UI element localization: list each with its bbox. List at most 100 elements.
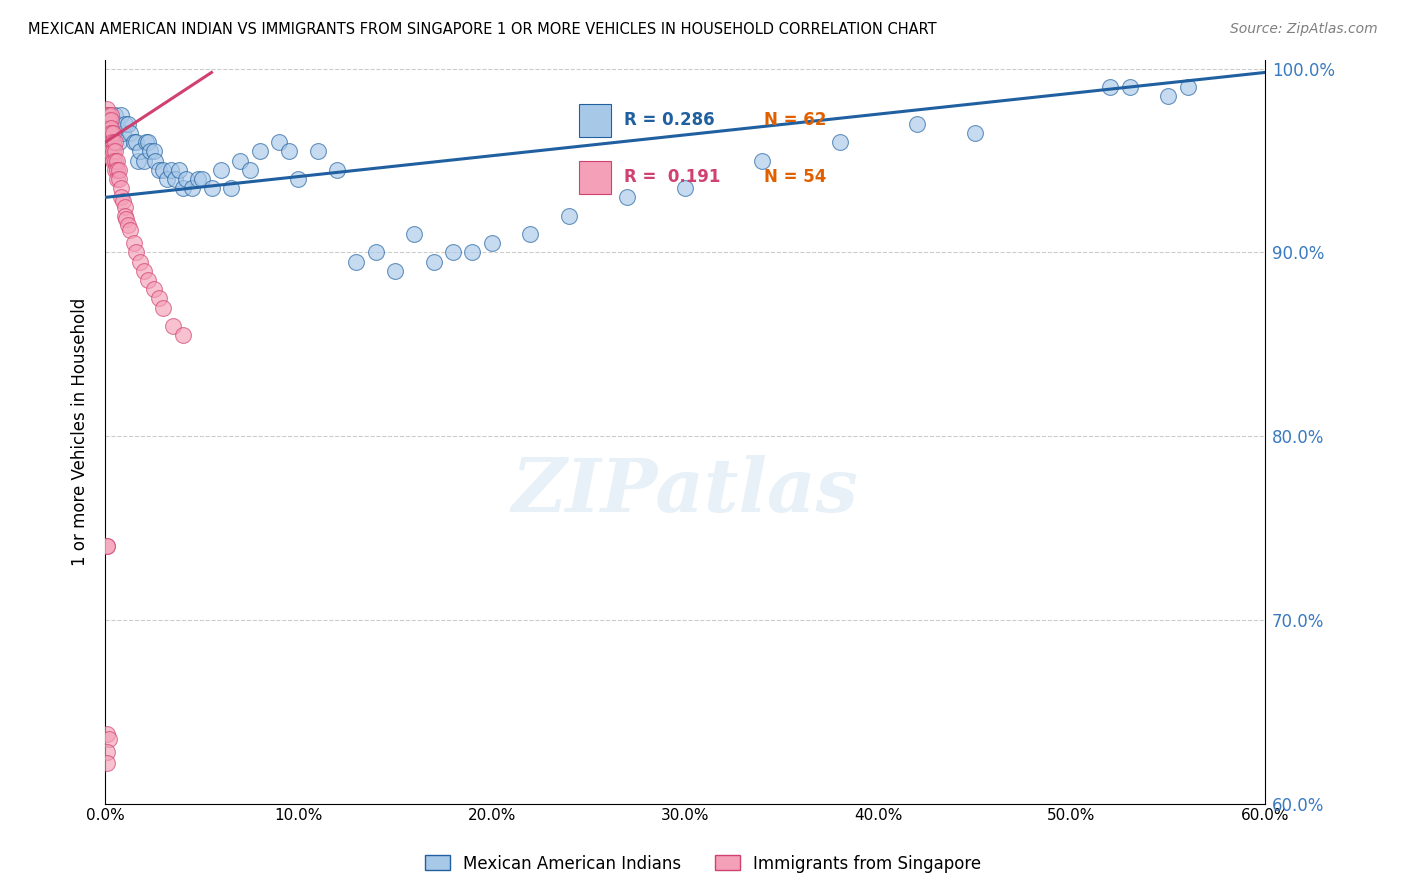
Point bbox=[239, 162, 262, 177]
Point bbox=[963, 126, 986, 140]
Point bbox=[96, 540, 118, 554]
Point bbox=[191, 172, 214, 186]
Text: Source: ZipAtlas.com: Source: ZipAtlas.com bbox=[1230, 22, 1378, 37]
Point bbox=[616, 190, 638, 204]
Point bbox=[136, 135, 159, 149]
Point bbox=[104, 135, 127, 149]
Point bbox=[104, 162, 127, 177]
Point bbox=[96, 102, 118, 116]
Point bbox=[156, 172, 179, 186]
Point bbox=[96, 120, 118, 135]
Point bbox=[96, 540, 118, 554]
Point bbox=[152, 301, 174, 315]
Point bbox=[114, 209, 136, 223]
Point bbox=[129, 254, 152, 268]
Point bbox=[673, 181, 696, 195]
Point bbox=[98, 120, 121, 135]
Point bbox=[1177, 80, 1199, 95]
Point bbox=[125, 245, 148, 260]
Point bbox=[100, 145, 122, 159]
Point bbox=[98, 732, 121, 747]
Point bbox=[104, 153, 127, 168]
Point bbox=[167, 162, 190, 177]
Point bbox=[127, 153, 149, 168]
Point bbox=[905, 117, 928, 131]
Point bbox=[114, 200, 136, 214]
Point bbox=[307, 145, 329, 159]
Point bbox=[111, 194, 134, 208]
Point bbox=[110, 108, 132, 122]
Point bbox=[326, 162, 349, 177]
Legend: Mexican American Indians, Immigrants from Singapore: Mexican American Indians, Immigrants fro… bbox=[418, 848, 988, 880]
Point bbox=[176, 172, 198, 186]
Point bbox=[107, 172, 129, 186]
Point bbox=[129, 145, 152, 159]
Point bbox=[163, 172, 186, 186]
Point bbox=[461, 245, 484, 260]
Point bbox=[209, 162, 232, 177]
Point bbox=[287, 172, 309, 186]
Point bbox=[100, 108, 122, 122]
Point bbox=[1118, 80, 1140, 95]
Point bbox=[100, 120, 122, 135]
Point bbox=[145, 153, 167, 168]
Point bbox=[117, 117, 139, 131]
Point bbox=[105, 153, 128, 168]
Point bbox=[100, 135, 122, 149]
Point bbox=[136, 273, 159, 287]
Point bbox=[142, 145, 165, 159]
Point bbox=[111, 126, 134, 140]
Point bbox=[828, 135, 851, 149]
Point bbox=[120, 223, 142, 237]
Point bbox=[364, 245, 387, 260]
Point bbox=[125, 135, 148, 149]
Point bbox=[558, 209, 581, 223]
Point bbox=[98, 113, 121, 128]
Point bbox=[132, 264, 155, 278]
Point bbox=[98, 117, 121, 131]
Point bbox=[384, 264, 406, 278]
Point bbox=[100, 113, 122, 128]
Point bbox=[96, 113, 118, 128]
Point bbox=[1157, 89, 1180, 103]
Point bbox=[187, 172, 209, 186]
Point bbox=[104, 145, 127, 159]
Point bbox=[135, 135, 157, 149]
Point bbox=[110, 190, 132, 204]
Point bbox=[152, 162, 174, 177]
Point bbox=[101, 145, 124, 159]
Point bbox=[100, 150, 122, 164]
Point bbox=[100, 139, 122, 153]
Point bbox=[441, 245, 464, 260]
Point bbox=[162, 318, 184, 333]
Point bbox=[96, 756, 118, 771]
Point bbox=[96, 727, 118, 741]
Point bbox=[249, 145, 271, 159]
Point bbox=[122, 236, 145, 251]
Point bbox=[120, 126, 142, 140]
Point bbox=[117, 218, 139, 232]
Point bbox=[160, 162, 183, 177]
Point bbox=[105, 172, 128, 186]
Point bbox=[114, 117, 136, 131]
Point bbox=[423, 254, 446, 268]
Point bbox=[481, 236, 503, 251]
Point bbox=[122, 135, 145, 149]
Point bbox=[105, 117, 128, 131]
Point bbox=[132, 153, 155, 168]
Point bbox=[105, 162, 128, 177]
Point bbox=[110, 181, 132, 195]
Point bbox=[200, 181, 222, 195]
Point bbox=[107, 135, 129, 149]
Point bbox=[219, 181, 242, 195]
Point bbox=[404, 227, 426, 241]
Point bbox=[172, 328, 194, 343]
Point bbox=[172, 181, 194, 195]
Point bbox=[229, 153, 252, 168]
Point bbox=[138, 145, 160, 159]
Text: ZIPatlas: ZIPatlas bbox=[512, 455, 859, 527]
Point bbox=[751, 153, 773, 168]
Point bbox=[101, 126, 124, 140]
Point bbox=[100, 126, 122, 140]
Point bbox=[115, 212, 138, 227]
